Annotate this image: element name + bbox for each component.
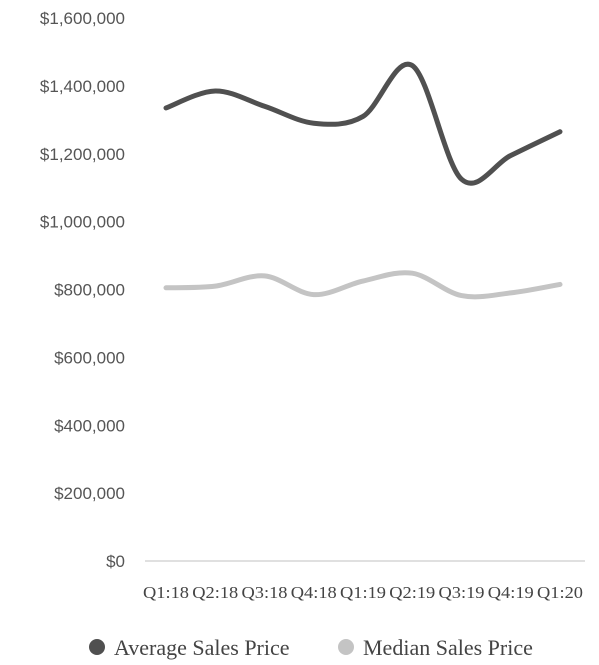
series-line-median-sales-price [163,270,563,300]
legend-label-average-sales-price: Average Sales Price [114,635,290,660]
y-tick-label: $1,000,000 [40,213,125,232]
x-tick-label: Q2:18 [192,583,238,602]
series-lines [163,61,563,300]
x-tick-label: Q4:19 [488,583,534,602]
y-tick-label: $1,200,000 [40,145,125,164]
legend: Average Sales Price Median Sales Price [89,635,533,660]
x-tick-label: Q3:19 [439,583,485,602]
x-tick-label: Q1:19 [340,583,386,602]
y-tick-label: $1,600,000 [40,9,125,28]
x-axis-labels: Q1:18 Q2:18 Q3:18 Q4:18 Q1:19 Q2:19 Q3:19 Q4:19… [143,583,583,602]
x-tick-label: Q1:20 [537,583,583,602]
x-tick-label: Q3:18 [242,583,288,602]
legend-marker-median-sales-price [338,639,354,655]
y-tick-label: $200,000 [54,484,125,503]
y-tick-label: $600,000 [54,348,125,367]
y-tick-label: $1,400,000 [40,77,125,96]
x-tick-label: Q1:18 [143,583,189,602]
series-line-average-sales-price [163,61,563,186]
legend-marker-average-sales-price [89,639,105,655]
x-tick-label: Q4:18 [291,583,337,602]
y-tick-label: $800,000 [54,281,125,300]
x-tick-label: Q2:19 [389,583,435,602]
legend-label-median-sales-price: Median Sales Price [363,635,533,660]
y-tick-label: $0 [106,552,125,571]
y-tick-label: $400,000 [54,416,125,435]
y-axis-labels: $1,600,000 $1,400,000 $1,200,000 $1,000,000… [40,9,125,571]
